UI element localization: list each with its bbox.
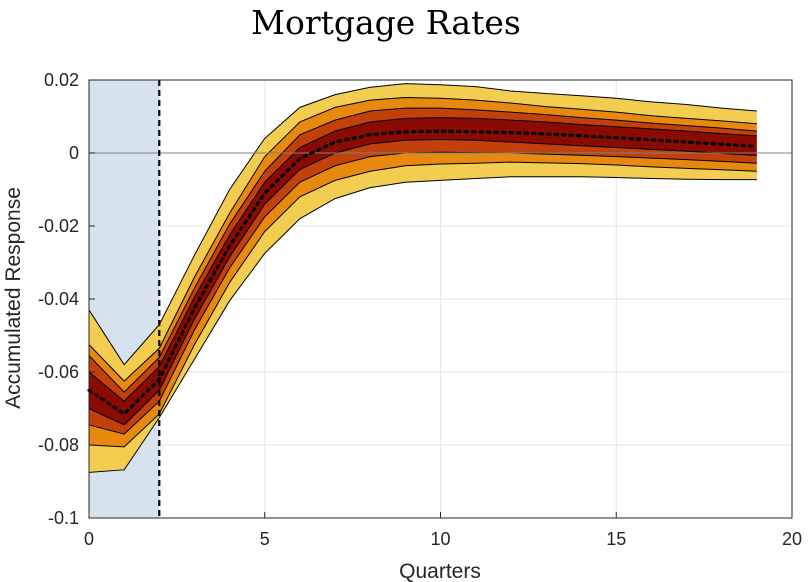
chart-title: Mortgage Rates [251, 3, 521, 42]
x-tick-label: 20 [782, 529, 802, 549]
band-contour-line [88, 117, 757, 402]
band-contour-line [88, 138, 757, 426]
y-tick-label: -0.04 [38, 289, 79, 309]
y-tick-label: 0 [69, 143, 79, 163]
x-axis-label: Quarters [399, 560, 481, 582]
x-tick-label: 10 [430, 529, 450, 549]
y-axis-label: Accumulated Response [2, 187, 25, 409]
y-tick-label: -0.1 [48, 508, 79, 528]
x-tick-label: 5 [260, 529, 270, 549]
band-68-upper [89, 83, 757, 382]
band-contour-line [88, 107, 757, 393]
x-tick-label: 15 [606, 529, 626, 549]
band-contour-line [88, 176, 757, 473]
median-line [87, 129, 759, 417]
y-tick-label: -0.06 [38, 362, 79, 382]
band-contour-line [88, 97, 757, 382]
band-core [89, 117, 757, 425]
band-contour-line [88, 83, 757, 366]
band-contour-line [88, 161, 757, 448]
y-tick-label: -0.02 [38, 216, 79, 236]
plot-area: 0 5 10 15 20 0.02 0 -0.02 -0.04 -0.06 -0.08 -0.1 [38, 70, 802, 549]
y-tick-label: 0.02 [44, 70, 79, 90]
y-tick-label: -0.08 [38, 435, 79, 455]
x-tick-label: 0 [84, 529, 94, 549]
